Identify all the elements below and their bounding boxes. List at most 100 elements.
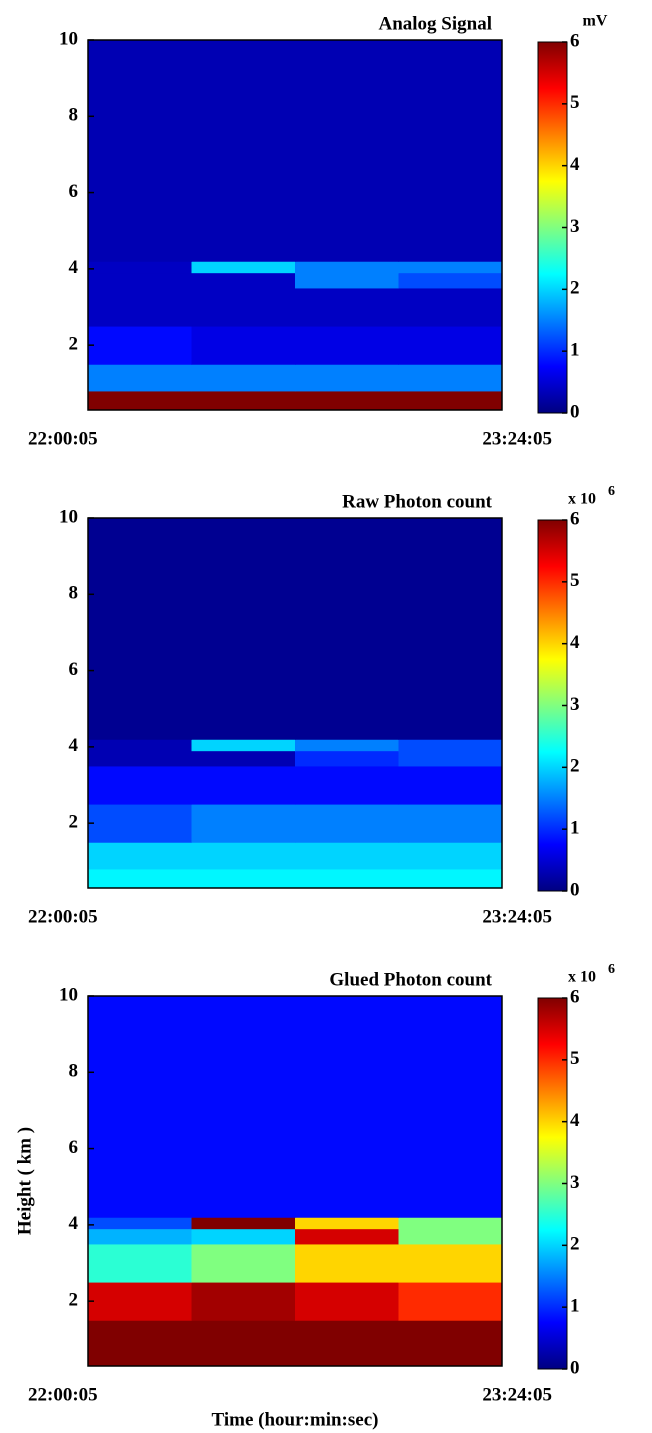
heatmap-cell — [88, 1320, 192, 1348]
heatmap-cell — [295, 390, 399, 411]
heatmap-cell — [88, 765, 192, 805]
heatmap-cell — [398, 868, 503, 889]
colorbar-tick-label: 0 — [570, 401, 580, 422]
colorbar-tick-label: 0 — [570, 879, 580, 900]
heatmap-cell — [398, 1217, 503, 1230]
heatmap-cell — [295, 1282, 399, 1321]
heatmap-cell — [398, 1282, 503, 1321]
colorbar-tick-label: 5 — [570, 1048, 580, 1069]
heatmap-cell — [398, 842, 503, 870]
colorbar-tick-label: 2 — [570, 278, 580, 299]
heatmap-cell — [88, 842, 192, 870]
colorbar-tick-label: 4 — [570, 632, 580, 653]
colorbar-tick-label: 3 — [570, 694, 580, 715]
heatmap-cell — [191, 1228, 296, 1245]
y-tick-label: 10 — [59, 984, 78, 1005]
colorbar-tick-label: 3 — [570, 216, 580, 237]
heatmap-cell — [88, 518, 192, 740]
heatmap-cell — [191, 1320, 296, 1348]
colorbar-tick-label: 0 — [570, 1357, 580, 1378]
colorbar-label: x 10 — [568, 969, 596, 986]
y-tick-label: 10 — [59, 506, 78, 527]
colorbar-tick-label: 5 — [570, 92, 580, 113]
y-tick-label: 8 — [69, 105, 79, 126]
heatmap-cell — [191, 1346, 296, 1367]
heatmap-cell — [398, 272, 503, 289]
x-tick-label: 23:24:05 — [482, 428, 552, 449]
heatmap-cell — [295, 1320, 399, 1348]
heatmap-cell — [398, 261, 503, 274]
colorbar-tick-label: 1 — [570, 818, 580, 839]
y-tick-label: 10 — [59, 28, 78, 49]
heatmap-cell — [88, 996, 192, 1218]
x-tick-label: 22:00:05 — [28, 906, 98, 927]
heatmap-cell — [398, 750, 503, 767]
heatmap-cell — [191, 364, 296, 392]
heatmap-cell — [398, 996, 503, 1218]
heatmap-cell — [88, 750, 192, 767]
heatmap-cell — [88, 1243, 192, 1283]
heatmap-cell — [191, 750, 296, 767]
y-tick-label: 4 — [69, 735, 79, 756]
heatmap-cell — [398, 40, 503, 262]
heatmap-cell — [191, 868, 296, 889]
heatmap-cell — [191, 1282, 296, 1321]
heatmap-cell — [398, 1320, 503, 1348]
heatmap-cell — [88, 868, 192, 889]
heatmap-cell — [88, 390, 192, 411]
heatmap-cell — [398, 739, 503, 752]
panel-title: Glued Photon count — [329, 969, 492, 990]
y-tick-label: 8 — [69, 1061, 79, 1082]
heatmap-cell — [295, 996, 399, 1218]
plot-frame — [87, 517, 503, 889]
plot-frame — [87, 995, 503, 1367]
heatmap-cell — [295, 765, 399, 805]
heatmap-cell — [398, 326, 503, 365]
colorbar-tick-label: 5 — [570, 570, 580, 591]
colorbar-tick-label: 1 — [570, 1296, 580, 1317]
colorbar-tick-label: 4 — [570, 1110, 580, 1131]
panel-title: Raw Photon count — [342, 491, 493, 512]
heatmap-cell — [191, 804, 296, 843]
colorbar-tick-label: 2 — [570, 1234, 580, 1255]
heatmap-cell — [398, 765, 503, 805]
heatmap-cell — [295, 261, 399, 274]
heatmap-cell — [88, 326, 192, 365]
y-tick-label: 6 — [69, 181, 79, 202]
heatmap-cell — [88, 739, 192, 752]
heatmap-cell — [295, 739, 399, 752]
heatmap-cell — [398, 287, 503, 327]
x-axis-label: Time (hour:min:sec) — [212, 1409, 379, 1430]
heatmap-cell — [88, 287, 192, 327]
x-tick-label: 22:00:05 — [28, 428, 98, 449]
heatmap-cell — [88, 364, 192, 392]
heatmap-cell — [295, 842, 399, 870]
heatmap-cell — [88, 40, 192, 262]
heatmap-cell — [191, 1243, 296, 1283]
x-tick-label: 23:24:05 — [482, 1384, 552, 1405]
heatmap-cell — [191, 287, 296, 327]
heatmap-cell — [398, 1228, 503, 1245]
heatmap-cell — [191, 996, 296, 1218]
heatmap-cell — [295, 272, 399, 289]
heatmap-cell — [88, 1282, 192, 1321]
heatmap-cell — [191, 765, 296, 805]
heatmap-cell — [398, 518, 503, 740]
heatmap-cell — [88, 272, 192, 289]
colorbar-exponent: 6 — [608, 962, 615, 977]
panel-title: Analog Signal — [378, 13, 492, 34]
heatmap-cell — [191, 390, 296, 411]
heatmap-cell — [191, 842, 296, 870]
heatmap-cell — [88, 1346, 192, 1367]
x-tick-label: 23:24:05 — [482, 906, 552, 927]
heatmap-cell — [191, 518, 296, 740]
heatmap-cell — [295, 1243, 399, 1283]
heatmap-cell — [295, 804, 399, 843]
y-axis-label: Height ( km ) — [14, 1127, 35, 1235]
colorbar-tick-label: 6 — [570, 508, 580, 529]
heatmap-cell — [191, 739, 296, 752]
heatmap-cell — [295, 518, 399, 740]
heatmap-cell — [398, 390, 503, 411]
heatmap-cell — [88, 261, 192, 274]
